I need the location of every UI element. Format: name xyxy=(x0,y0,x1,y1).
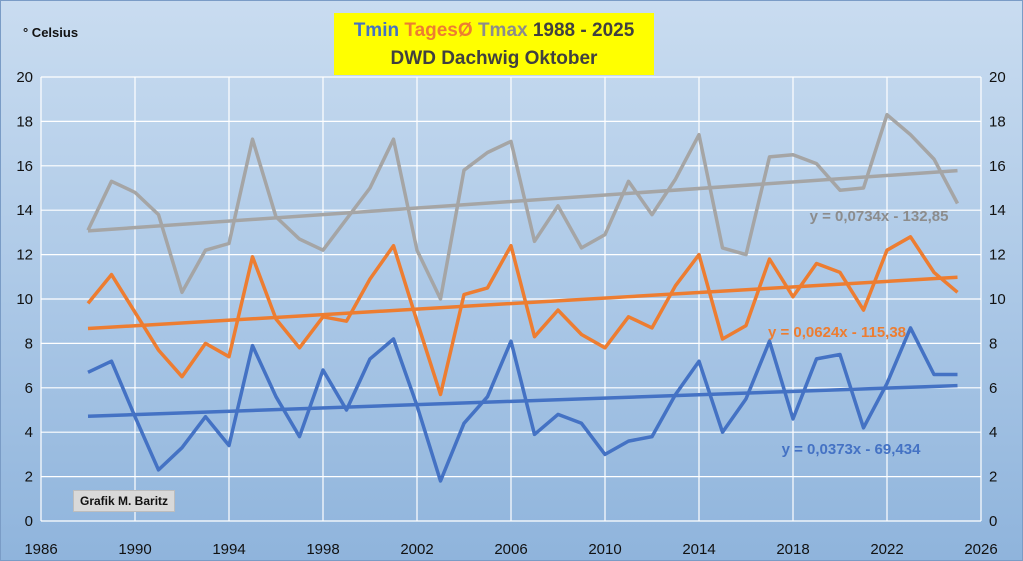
y-tick-label-left: 4 xyxy=(25,424,33,441)
y-tick-label-left: 20 xyxy=(16,69,33,86)
y-tick-label-left: 6 xyxy=(25,380,33,397)
tmean-series-line xyxy=(86,235,959,397)
tmin-trend-equation: y = 0,0373x - 69,434 xyxy=(782,441,922,458)
y-tick-label-left: 16 xyxy=(16,158,33,175)
title-tmean: TagesØ xyxy=(404,20,473,41)
title-line2: DWD Dachwig Oktober xyxy=(390,48,598,69)
y-tick-label-left: 0 xyxy=(25,513,33,530)
title-tmax: Tmax xyxy=(477,20,528,41)
y-tick-label-right: 18 xyxy=(989,113,1006,130)
y-tick-label-right: 12 xyxy=(989,247,1006,264)
y-tick-label-right: 10 xyxy=(989,291,1006,308)
y-tick-label-right: 20 xyxy=(989,69,1006,86)
tmean-trend-line xyxy=(87,275,958,331)
y-unit-label: ° Celsius xyxy=(23,25,79,40)
x-tick-label: 1986 xyxy=(24,541,57,558)
credit-label: Grafik M. Baritz xyxy=(73,490,176,512)
x-tick-label: 1994 xyxy=(212,541,245,558)
x-tick-label: 2010 xyxy=(588,541,621,558)
y-tick-label-right: 0 xyxy=(989,513,997,530)
y-tick-label-left: 14 xyxy=(16,202,33,219)
title-tmin: Tmin xyxy=(353,20,400,41)
title-years: 1988 - 2025 xyxy=(532,20,635,41)
y-tick-label-right: 16 xyxy=(989,158,1006,175)
tmean-trend-equation: y = 0,0624x - 115,38 xyxy=(768,324,906,341)
x-tick-label: 2018 xyxy=(776,541,809,558)
tmax-series-line xyxy=(86,112,960,301)
x-tick-label: 1998 xyxy=(306,541,339,558)
x-tick-label: 2002 xyxy=(400,541,433,558)
chart-title: Tmin TagesØ Tmax 1988 - 2025 DWD Dachwig… xyxy=(334,13,654,75)
x-tick-label: 2006 xyxy=(494,541,527,558)
y-tick-label-left: 2 xyxy=(25,469,33,486)
x-tick-label: 1990 xyxy=(118,541,151,558)
y-tick-label-right: 4 xyxy=(989,424,997,441)
y-tick-label-left: 10 xyxy=(16,291,33,308)
x-tick-label: 2026 xyxy=(964,541,997,558)
y-tick-label-left: 12 xyxy=(16,247,33,264)
y-tick-label-right: 2 xyxy=(989,469,997,486)
tmin-trend-line xyxy=(87,383,958,419)
y-tick-label-right: 6 xyxy=(989,380,997,397)
y-tick-label-left: 18 xyxy=(16,113,33,130)
x-tick-label: 2014 xyxy=(682,541,715,558)
y-tick-label-right: 8 xyxy=(989,335,997,352)
y-tick-label-right: 14 xyxy=(989,202,1006,219)
tmin-series-line xyxy=(87,326,958,483)
tmax-trend-equation: y = 0,0734x - 132,85 xyxy=(810,208,949,225)
y-tick-label-left: 8 xyxy=(25,335,33,352)
x-tick-label: 2022 xyxy=(870,541,903,558)
